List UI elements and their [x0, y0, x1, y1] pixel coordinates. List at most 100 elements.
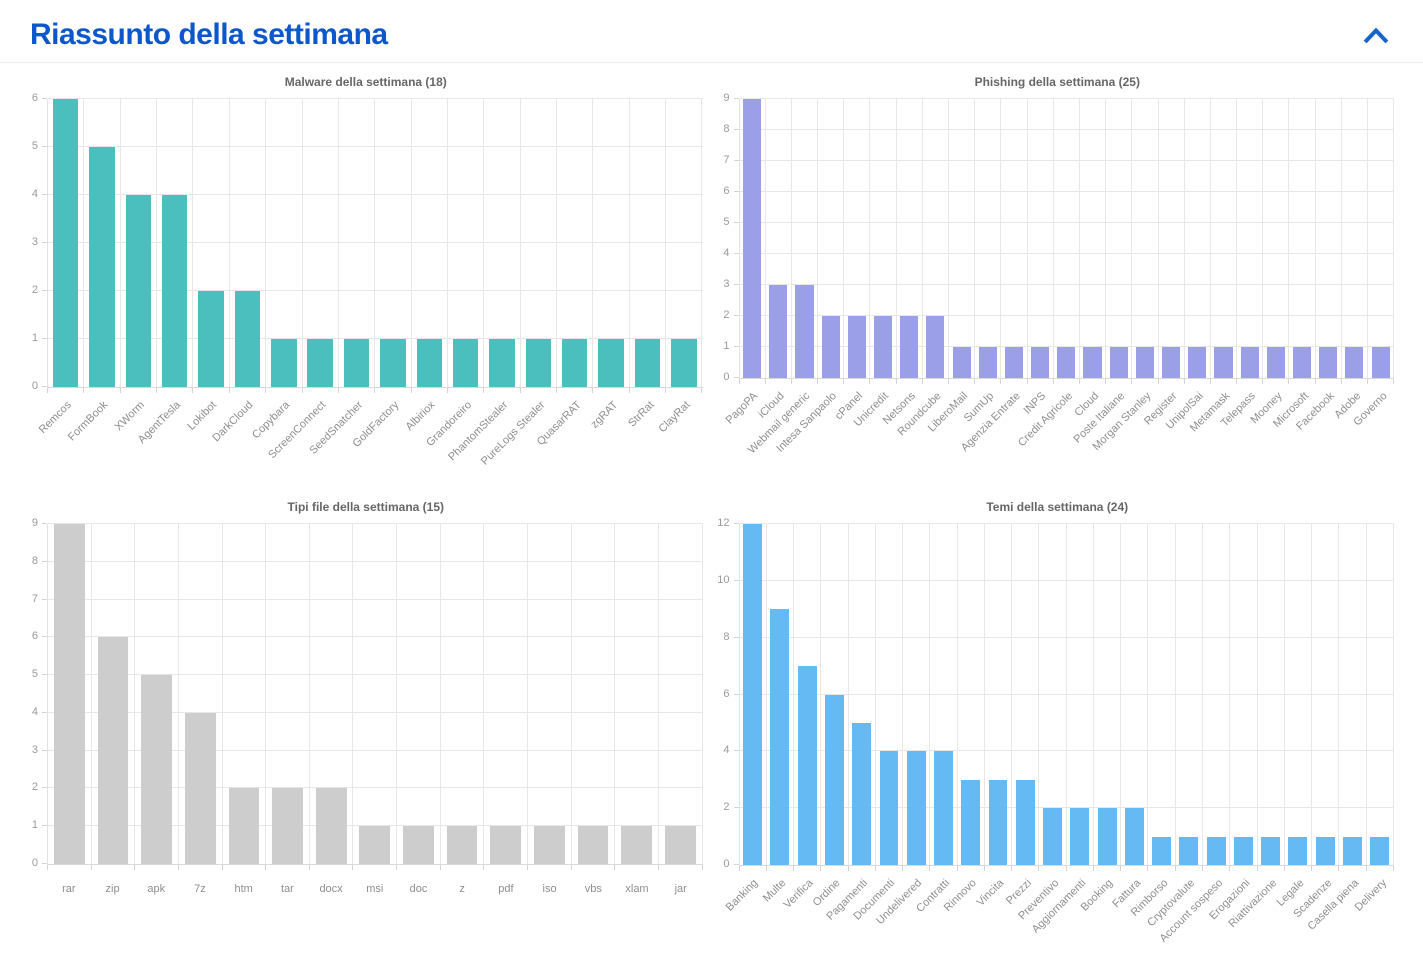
- bar-strrat: [634, 339, 661, 387]
- chart-column: [1342, 99, 1368, 378]
- bar-verifica: [797, 666, 817, 865]
- y-tick-mark: [42, 560, 47, 562]
- chart-column: [1121, 524, 1149, 865]
- x-tick-mark: [1067, 866, 1094, 871]
- x-tick-mark: [84, 388, 121, 393]
- x-tick-mark: [572, 865, 616, 870]
- y-tick-label: 3: [31, 236, 38, 248]
- x-tick-mark: [230, 388, 267, 393]
- gridline: [48, 749, 703, 751]
- bar-casella-piena: [1343, 836, 1362, 865]
- bar-preventivo: [1043, 808, 1062, 865]
- gridline: [48, 146, 703, 147]
- x-tick-mark: [1176, 866, 1204, 871]
- gridline: [48, 523, 703, 524]
- chart-column: [92, 524, 136, 864]
- y-tick-label: 7: [31, 592, 38, 605]
- y-tick-mark: [733, 377, 739, 378]
- y-tick-mark: [733, 346, 739, 347]
- x-tick-mark: [740, 866, 767, 871]
- bar-webmail-generic: [795, 285, 814, 378]
- chart-column: [821, 524, 849, 865]
- chart-column: [528, 524, 572, 864]
- collapse-section-button[interactable]: [1359, 22, 1393, 48]
- x-tick-mark: [1203, 866, 1231, 871]
- gridline: [739, 693, 1394, 695]
- x-tick-mark: [375, 388, 412, 393]
- chart-column: [412, 99, 448, 387]
- x-tick-mark: [1368, 379, 1395, 384]
- chart-column: [923, 99, 949, 378]
- chart-column: [310, 524, 354, 864]
- bar-liberomail: [952, 347, 971, 378]
- y-tick-label: 6: [723, 185, 730, 198]
- chart-column: [1176, 524, 1204, 865]
- x-tick-mark: [1028, 379, 1054, 384]
- x-tick-mark: [1132, 379, 1159, 384]
- y-tick-label: 6: [31, 92, 38, 104]
- chart-column: [766, 99, 792, 378]
- chart-column: [48, 524, 92, 864]
- x-tick-label: msi: [366, 883, 384, 895]
- gridline: [48, 636, 703, 638]
- x-tick-label: tar: [280, 883, 294, 895]
- x-tick-mark: [1012, 866, 1040, 871]
- chart-column: [1263, 99, 1290, 378]
- bar-account-sospeso: [1206, 836, 1226, 865]
- chart-column: [1316, 99, 1342, 378]
- chart-column: [157, 99, 194, 387]
- x-tick-label: pdf: [498, 883, 514, 895]
- bar-jar: [664, 826, 696, 864]
- bar-remcos: [52, 99, 79, 387]
- chart-column: [870, 99, 897, 378]
- chart-column: [1203, 524, 1231, 865]
- chart-column: [767, 524, 795, 865]
- bar-darkcloud: [234, 291, 261, 387]
- bar-purelogs-stealer: [525, 339, 552, 387]
- chart-column: [985, 524, 1013, 865]
- chart-column: [135, 524, 179, 864]
- y-tick-label: 10: [717, 573, 730, 586]
- chart-column: [1237, 99, 1264, 378]
- x-tick-mark: [266, 388, 303, 393]
- plot-area: [738, 98, 1395, 379]
- x-axis-labels: rar zip apk 7z htm tar docx msi doc z pdf iso vbs xla…: [47, 870, 703, 900]
- gridline: [739, 129, 1394, 130]
- chart-column: [339, 99, 376, 387]
- x-tick-mark: [521, 388, 558, 393]
- bar-booking: [1097, 808, 1117, 865]
- gridline: [739, 750, 1394, 752]
- bar-unipolsai: [1188, 347, 1207, 378]
- y-tick-mark: [42, 711, 47, 713]
- y-tick-mark: [733, 222, 739, 223]
- gridline: [739, 253, 1394, 254]
- x-axis-labels: PagoPA iCloud Webmail generic Intesa Sanpao…: [724, 384, 1395, 488]
- y-tick-mark: [733, 523, 739, 524]
- y-axis: 0 2 4 6 8 10 12: [717, 517, 739, 870]
- x-tick-mark: [1263, 379, 1290, 384]
- chart-column: [897, 99, 923, 378]
- bar-pagopa: [743, 99, 762, 378]
- y-axis: 0 1 2 3 4 5 6 7 8 9: [29, 517, 47, 869]
- x-tick-mark: [876, 866, 904, 871]
- chart-column: [949, 99, 976, 378]
- chart-column: [1285, 524, 1313, 865]
- bar-undelivered: [906, 751, 926, 865]
- chart-column: [84, 99, 121, 387]
- chart-column: [375, 99, 412, 387]
- y-tick-label: 7: [723, 154, 730, 166]
- bar-grandoreiro: [452, 339, 479, 387]
- x-tick-label: 7z: [194, 883, 206, 895]
- y-tick-mark: [733, 160, 739, 161]
- x-tick-mark: [903, 866, 931, 871]
- chart-column: [397, 524, 441, 864]
- gridline: [48, 242, 703, 243]
- y-tick-label: 0: [31, 380, 38, 392]
- x-tick-mark: [593, 388, 630, 393]
- chart-column: [353, 524, 398, 864]
- bar-sumup: [978, 347, 997, 378]
- plot-area: [47, 98, 703, 388]
- x-tick-mark: [949, 379, 976, 384]
- x-tick-label: StrRat: [625, 399, 657, 430]
- x-tick-mark: [849, 866, 876, 871]
